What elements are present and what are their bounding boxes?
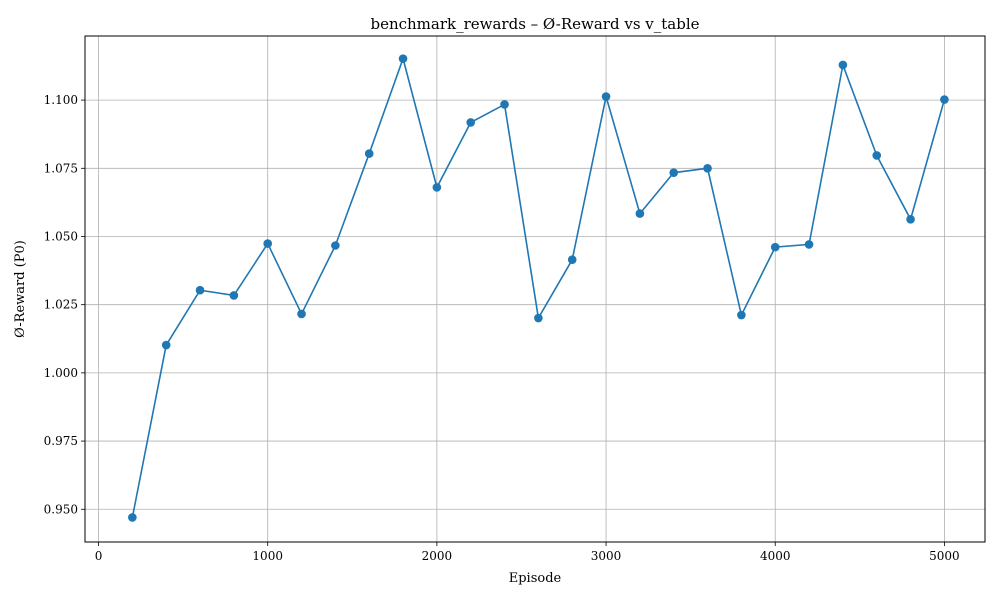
- y-tick-label: 1.025: [44, 298, 78, 312]
- tick-layer: 0 1000 2000 3000 4000 5000 0.950 0.975 1.000 1.02…: [44, 93, 960, 563]
- data-point: [263, 239, 273, 248]
- y-tick-label: 0.975: [44, 434, 78, 448]
- data-point: [432, 183, 442, 192]
- plot-frame: [84, 35, 986, 543]
- y-axis-label: Ø-Reward (P0): [13, 240, 28, 338]
- y-tick-label: 1.000: [44, 366, 78, 380]
- data-point: [770, 242, 780, 252]
- data-point: [872, 151, 882, 160]
- y-tick-label: 1.100: [44, 93, 78, 107]
- data-point: [161, 340, 171, 350]
- data-point: [567, 255, 577, 264]
- data-point: [500, 100, 509, 109]
- data-point: [398, 54, 408, 63]
- y-tick-label: 1.075: [44, 161, 78, 175]
- x-tick-label: 5000: [929, 549, 960, 563]
- data-point: [703, 163, 712, 173]
- series-layer: [128, 54, 949, 522]
- data-point: [601, 92, 611, 101]
- data-point: [229, 291, 239, 300]
- data-point: [838, 60, 848, 70]
- x-tick-label: 4000: [760, 549, 791, 563]
- data-point: [128, 513, 137, 522]
- data-point: [940, 95, 949, 104]
- grid-layer: [85, 36, 985, 542]
- chart-title: benchmark_rewards – Ø-Reward vs v_table: [370, 15, 699, 33]
- x-tick-label: 3000: [591, 549, 622, 563]
- data-point: [364, 149, 374, 158]
- x-tick-label: 1000: [252, 549, 283, 563]
- data-point: [906, 215, 915, 224]
- data-point: [466, 118, 476, 127]
- data-point: [737, 310, 746, 320]
- data-point: [297, 309, 306, 319]
- x-tick-label: 2000: [422, 549, 453, 563]
- data-point: [331, 241, 340, 250]
- data-point: [635, 209, 645, 218]
- x-tick-label: 0: [95, 549, 103, 563]
- x-axis-label: Episode: [509, 571, 562, 586]
- data-point: [804, 240, 814, 249]
- y-tick-label: 0.950: [44, 502, 78, 516]
- data-point: [669, 168, 679, 177]
- data-point: [534, 313, 543, 323]
- data-point: [195, 285, 205, 295]
- y-tick-label: 1.050: [44, 229, 78, 243]
